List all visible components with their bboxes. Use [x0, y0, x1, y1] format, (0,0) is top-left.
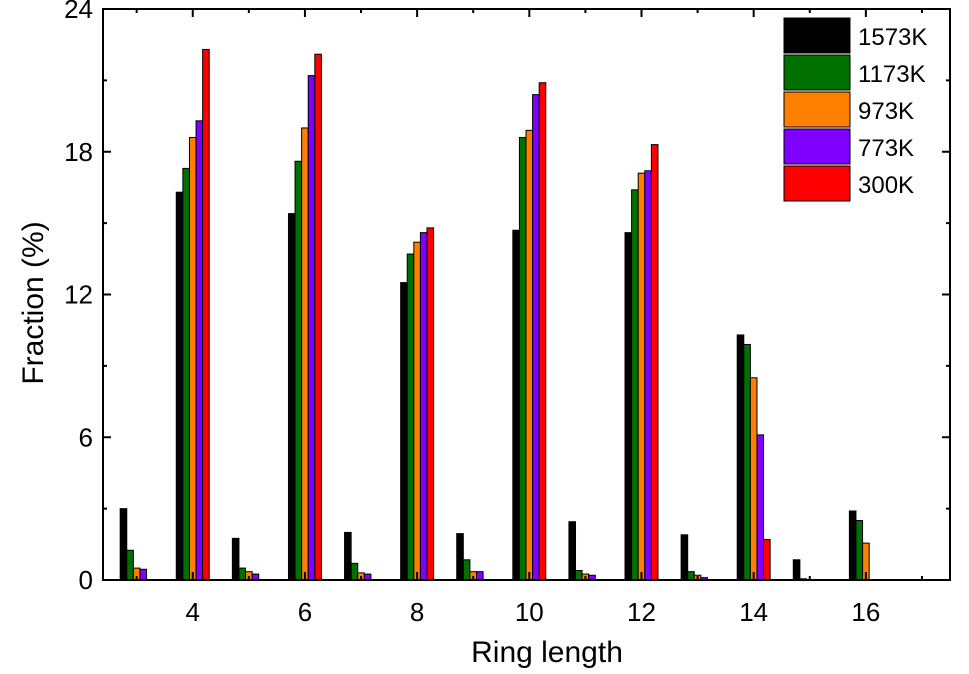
legend-swatch-973K — [783, 91, 851, 128]
x-tick-label: 14 — [739, 597, 768, 627]
bar-973K-ring-8 — [413, 241, 421, 581]
bar-773K-ring-12 — [644, 170, 652, 581]
legend-label-973K: 973K — [858, 98, 914, 125]
bar-1173K-ring-7 — [350, 562, 359, 581]
bar-973K-ring-10 — [525, 129, 534, 581]
bar-1573K-ring-16 — [848, 510, 857, 581]
bar-300K-ring-10 — [538, 82, 547, 581]
legend-label-300K: 300K — [858, 172, 914, 199]
bar-973K-ring-14 — [749, 377, 758, 581]
bar-773K-ring-3 — [139, 568, 148, 581]
bar-973K-ring-12 — [637, 172, 646, 581]
y-tick-label: 24 — [64, 0, 93, 24]
x-tick-label: 8 — [410, 597, 424, 627]
bar-1173K-ring-12 — [631, 189, 639, 581]
x-tick-label: 10 — [515, 597, 544, 627]
bar-300K-ring-6 — [314, 53, 322, 581]
legend-swatch-1573K — [783, 17, 851, 54]
legend-label-1173K: 1173K — [858, 61, 926, 88]
bar-1573K-ring-12 — [624, 232, 633, 581]
bar-1573K-ring-5 — [231, 537, 240, 581]
bar-300K-ring-4 — [202, 48, 210, 581]
bar-1173K-ring-14 — [743, 343, 751, 581]
y-axis-title: Fraction (%) — [17, 221, 50, 384]
bar-1173K-ring-13 — [687, 571, 695, 581]
bar-773K-ring-14 — [756, 434, 765, 581]
bar-1573K-ring-4 — [175, 191, 184, 581]
bar-1573K-ring-7 — [344, 531, 352, 581]
x-tick-label: 6 — [298, 597, 312, 627]
bar-300K-ring-8 — [426, 227, 435, 581]
ticks-group: 0 6 12 18 24 4 6 8 10 12 14 16 — [64, 0, 950, 627]
bar-1173K-ring-8 — [406, 253, 415, 581]
bar-1573K-ring-3 — [119, 508, 128, 581]
y-tick-label: 12 — [64, 280, 93, 310]
y-tick-label: 18 — [64, 137, 93, 167]
bar-773K-ring-9 — [476, 571, 484, 581]
bar-973K-ring-6 — [301, 127, 309, 581]
bar-1173K-ring-11 — [575, 569, 583, 581]
bar-1173K-ring-9 — [462, 559, 471, 581]
bar-1573K-ring-6 — [287, 213, 296, 581]
legend-label-1573K: 1573K — [858, 24, 927, 51]
bar-1573K-ring-14 — [736, 334, 745, 581]
legend-label-773K: 773K — [858, 135, 914, 162]
bar-1173K-ring-5 — [238, 567, 247, 581]
bar-1573K-ring-15 — [792, 559, 801, 581]
bar-300K-ring-12 — [650, 144, 659, 581]
y-tick-label: 6 — [79, 422, 93, 452]
bar-1173K-ring-6 — [294, 160, 303, 581]
bars-group — [119, 48, 870, 581]
bar-773K-ring-4 — [195, 120, 204, 581]
bar-973K-ring-4 — [188, 136, 197, 581]
x-tick-label: 12 — [627, 597, 656, 627]
bar-300K-ring-14 — [763, 539, 771, 581]
legend: 1573K 1173K 973K 773K 300K — [783, 17, 927, 202]
legend-swatch-773K — [783, 128, 851, 165]
legend-swatch-300K — [783, 165, 851, 202]
bar-1573K-ring-13 — [680, 534, 689, 581]
bar-1573K-ring-8 — [400, 282, 408, 581]
x-tick-label: 16 — [851, 597, 880, 627]
bar-773K-ring-8 — [419, 232, 428, 581]
x-axis-title: Ring length — [471, 636, 623, 669]
bar-1173K-ring-10 — [518, 136, 527, 581]
bar-1173K-ring-3 — [126, 549, 134, 581]
bar-1573K-ring-11 — [568, 521, 577, 581]
bar-1173K-ring-16 — [855, 520, 864, 581]
bar-1573K-ring-10 — [512, 229, 520, 581]
bar-1573K-ring-9 — [456, 533, 464, 581]
y-tick-label: 0 — [79, 565, 93, 595]
bar-773K-ring-10 — [532, 94, 540, 581]
bar-773K-ring-6 — [307, 75, 316, 581]
x-tick-label: 4 — [186, 597, 200, 627]
bar-1173K-ring-4 — [182, 167, 190, 581]
legend-swatch-1173K — [783, 54, 851, 91]
